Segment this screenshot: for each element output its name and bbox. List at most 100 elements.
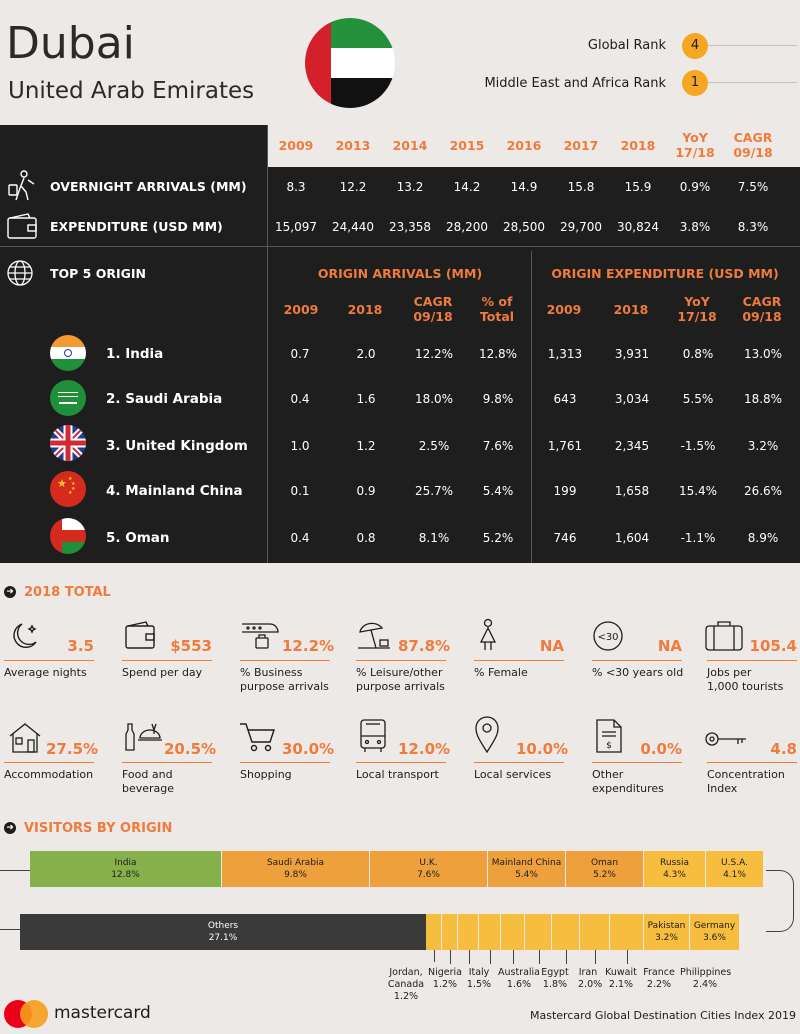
origin-name: 3. United Kingdom: [106, 438, 248, 454]
overnight-arrivals-label: OVERNIGHT ARRIVALS (MM): [50, 179, 247, 194]
stat-underline: [707, 660, 797, 661]
bar-segment-small: [525, 914, 552, 950]
origin-cell: 8.9%: [747, 531, 779, 545]
arrow-icon-2: ➜: [4, 822, 16, 834]
visitors-title: VISITORS BY ORIGIN: [24, 821, 173, 836]
origin-cell: 25.7%: [414, 484, 454, 498]
stat-label-line: expenditures: [592, 782, 664, 795]
stat-label: % Leisure/other purpose arrivals: [356, 666, 466, 694]
bar-segment: Pakistan 3.2%: [644, 914, 690, 950]
origin-cell: 199: [553, 484, 577, 498]
summary-year-header: 2016: [506, 138, 542, 153]
stat-value: $553: [170, 637, 212, 655]
col-divider: [267, 125, 268, 563]
stat-label: Spend per day: [122, 666, 232, 680]
stat-underline: [356, 660, 446, 661]
stat-label-line: Jobs per: [707, 666, 752, 679]
stat-label-line: purpose arrivals: [356, 680, 445, 693]
origin-cell: 0.4: [290, 531, 310, 545]
stat-value: 10.0%: [516, 740, 569, 758]
bar-segment-pct: 9.8%: [284, 870, 307, 880]
origin-cell: 0.4: [290, 392, 310, 406]
origin-cell: 1,604: [614, 531, 650, 545]
uk-flag-icon: [50, 425, 86, 461]
small-origin-pct: 2.2%: [646, 979, 672, 990]
summary-year-header: 2015: [449, 138, 485, 153]
bar-segment: U.K. 7.6%: [370, 851, 488, 887]
bus-icon: [360, 719, 386, 752]
origin-cell: 1,761: [547, 439, 583, 453]
stat-underline: [240, 660, 330, 661]
summary-year-header: 2017: [563, 138, 599, 153]
leader-line: [595, 950, 596, 964]
summary-cell: 3.8%: [679, 220, 711, 234]
food-icon: [125, 723, 162, 751]
stat-label: Shopping: [240, 768, 350, 782]
key-icon: [705, 732, 746, 746]
bar-segment: Oman 5.2%: [566, 851, 644, 887]
global-rank-badge: 4: [682, 33, 708, 59]
origin-cell: 3,931: [614, 347, 650, 361]
origin-cell: 8.1%: [418, 531, 450, 545]
bar-segment-small: [458, 914, 479, 950]
small-origin-name: Egypt: [541, 967, 569, 978]
leader-line: [538, 950, 540, 964]
small-origin-label: Nigeria 1.2%: [426, 967, 464, 991]
small-origin-pct: 2.4%: [692, 979, 718, 990]
leader-line: [450, 950, 451, 964]
bar-segment: Saudi Arabia 9.8%: [222, 851, 370, 887]
origin-cell: 0.9: [356, 484, 376, 498]
document-icon: $: [596, 719, 622, 753]
region-rank-label: Middle East and Africa Rank: [484, 76, 666, 91]
origin-cell: 1,658: [614, 484, 650, 498]
small-origin-label: Italy 1.5%: [466, 967, 492, 991]
origin-cell: 13.0%: [743, 347, 783, 361]
small-origin-pct: 2.0%: [578, 979, 603, 990]
svg-text:$: $: [606, 741, 612, 751]
summary-cell: 8.3: [286, 180, 306, 194]
leader-line: [434, 950, 435, 962]
stat-value: 20.5%: [164, 740, 217, 758]
origin-cell: 5.2%: [482, 531, 514, 545]
country-title: United Arab Emirates: [8, 78, 255, 104]
stat-label-line: Other: [592, 768, 624, 781]
origin-name: 5. Oman: [106, 530, 170, 546]
origin-cell: 18.8%: [743, 392, 783, 406]
origin-arrivals-title: ORIGIN ARRIVALS (MM): [317, 266, 483, 281]
summary-year-header: 2014: [392, 138, 428, 153]
stat-label-line: % Female: [474, 666, 528, 679]
origin-cell: 643: [553, 392, 577, 406]
small-origin-label: Australia 1.6%: [496, 967, 542, 991]
origin-cell: 2,345: [614, 439, 650, 453]
summary-cell: 13.2: [396, 180, 424, 194]
origin-cell: -1.5%: [680, 439, 716, 453]
train-icon: [242, 623, 279, 649]
bar-segment: Germany 3.6%: [690, 914, 740, 950]
stat-label: Accommodation: [4, 768, 114, 782]
bar-segment-name: Germany: [693, 921, 736, 931]
stat-underline: [240, 762, 330, 763]
small-origin-pct: 1.8%: [542, 979, 568, 990]
origin-divider: [531, 251, 532, 563]
bar-segment-name: Russia: [660, 858, 689, 868]
origin-expenditure-title: ORIGIN EXPENDITURE (USD MM): [551, 266, 779, 281]
origin-cell: 7.6%: [482, 439, 514, 453]
stat-label: Food and beverage: [122, 768, 232, 796]
exp-yoy-header: YoY 17/18: [677, 294, 717, 324]
small-origin-pct: 1.2%: [393, 991, 419, 1002]
bar-segment-pct: 5.4%: [515, 870, 538, 880]
stat-value: NA: [539, 637, 564, 655]
exp-cagr-header: CAGR 09/18: [742, 294, 782, 324]
origin-cell: 1.2: [356, 439, 376, 453]
india-flag-icon: [50, 335, 86, 371]
suitcase-icon: [705, 621, 743, 651]
origin-cell: 2.5%: [418, 439, 450, 453]
bar-segment-pct: 3.2%: [655, 933, 678, 943]
female-icon: [479, 618, 497, 650]
origin-name: 4. Mainland China: [106, 483, 243, 499]
bar-segment-name: U.K.: [419, 858, 438, 868]
stat-label-line: Local transport: [356, 768, 439, 781]
stat-value: 0.0%: [640, 740, 682, 758]
row-divider: [0, 246, 800, 247]
bar-segment-small: [580, 914, 610, 950]
